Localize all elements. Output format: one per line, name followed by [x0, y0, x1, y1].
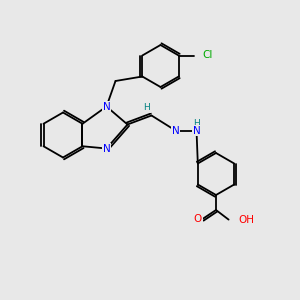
- Text: N: N: [103, 101, 110, 112]
- Text: H: H: [193, 118, 200, 127]
- Text: N: N: [172, 125, 179, 136]
- Text: Cl: Cl: [202, 50, 212, 61]
- Text: O: O: [194, 214, 202, 224]
- Text: N: N: [103, 143, 110, 154]
- Text: OH: OH: [238, 214, 254, 225]
- Text: H: H: [144, 103, 150, 112]
- Text: N: N: [193, 125, 200, 136]
